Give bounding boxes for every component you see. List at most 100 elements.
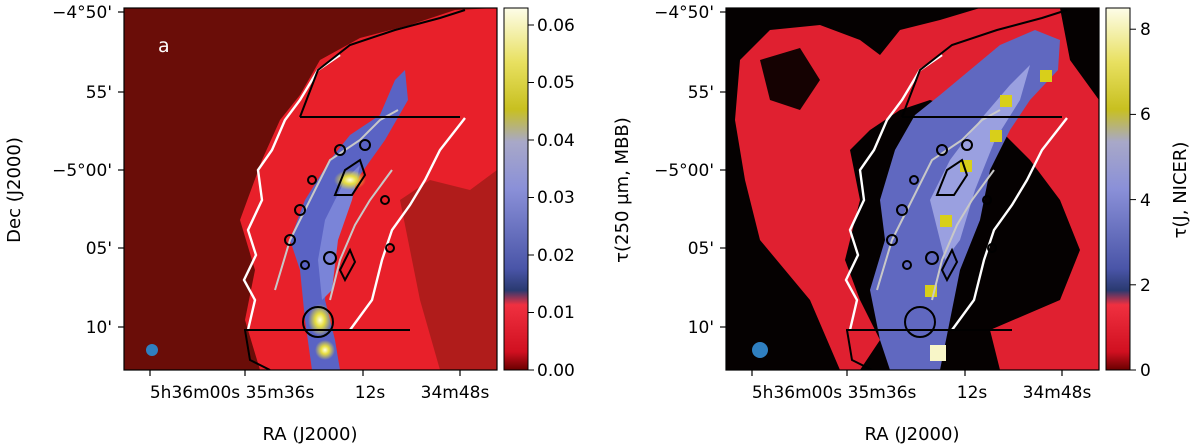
- map-a-core-circle: [294, 204, 306, 216]
- colorbar-a-tick: 0.01: [537, 303, 575, 323]
- colorbar-a-tick: 0.03: [537, 188, 575, 208]
- map-a-white-contour: [349, 117, 466, 331]
- colorbar-b-tick: 4: [1140, 191, 1151, 211]
- map-a-blue-ridge: [318, 165, 360, 300]
- map-b-bright-pixel: [1040, 70, 1052, 82]
- panel-a-label: a: [158, 35, 170, 57]
- map-a-bright-core: [315, 340, 335, 360]
- map-a-core-circle: [307, 175, 317, 185]
- map-a: [124, 8, 497, 370]
- map-a-bright-core: [308, 304, 332, 336]
- map-a-core-circle: [380, 195, 390, 205]
- x-tick-label: 35m36s: [848, 383, 917, 403]
- map-a-core-circle: [302, 306, 334, 338]
- panel-a-xlabel: RA (J2000): [263, 424, 358, 445]
- map-b-core-circle: [925, 251, 939, 265]
- panel-a-ylabel: Dec (J2000): [4, 137, 25, 243]
- colorbar-a-tick: 0.05: [537, 73, 575, 93]
- x-tick-label: 35m36s: [246, 383, 315, 403]
- colorbar-a-gradient: [503, 7, 529, 371]
- map-b-white-contour: [844, 54, 943, 331]
- map-b-black-contour: [901, 9, 1068, 118]
- axes-b-x-ticks: 5h36m00s 35m36s 12s 34m48s: [751, 370, 1092, 403]
- map-a-core-outline: [333, 158, 367, 196]
- map-b-bright-pixel: [930, 345, 946, 361]
- colorbar-b-tick: 8: [1140, 20, 1151, 40]
- map-b-core-outline: [940, 247, 959, 283]
- axes-b-frame: [725, 7, 1100, 371]
- map-b-grey-contour: [876, 109, 1001, 291]
- axes-a-x-ticks: 5h36m00s 35m36s 12s 34m48s: [149, 370, 490, 403]
- y-tick-label: 55': [688, 83, 714, 103]
- map-b-white-contour: [951, 117, 1068, 331]
- map-b-beam: [752, 342, 768, 358]
- colorbar-a-tick: 0.04: [537, 131, 575, 151]
- y-tick-label: −4°50': [654, 3, 714, 23]
- colorbar-a-tick: 0.00: [537, 361, 575, 381]
- map-b-core-circle: [886, 234, 898, 246]
- y-tick-label: −5°00': [654, 161, 714, 181]
- map-a-core-circle: [300, 260, 310, 270]
- map-b-bright-pixel: [1000, 95, 1012, 107]
- colorbar-b-tick: 2: [1140, 276, 1151, 296]
- x-tick-label: 5h36m00s: [150, 383, 240, 403]
- colorbar-a-label: τ(250 µm, MBB): [612, 117, 633, 263]
- map-b: [726, 8, 1099, 370]
- colorbar-a-tick: 0.02: [537, 246, 575, 266]
- map-b-black-contour: [846, 329, 1012, 370]
- map-a-core-circle: [334, 144, 346, 156]
- map-b-core-outline: [935, 158, 969, 196]
- y-tick-label: 05': [688, 239, 714, 259]
- colorbar-b-label: τ(J, NICER): [1170, 142, 1191, 239]
- map-a-dark-region: [400, 170, 497, 370]
- y-tick-label: 10': [86, 318, 112, 338]
- colorbar-b: 0 2 4 6 8 τ(J, NICER): [1105, 7, 1191, 381]
- panel-a: a −4°50' 55' −5°00' 05' 10' 5h36m00s 35m…: [4, 3, 633, 445]
- map-b-core-circle: [902, 260, 912, 270]
- map-a-core-circle: [385, 243, 395, 253]
- panel-b: −4°50' 55' −5°00' 05' 10' 5h36m00s 35m36…: [654, 3, 1191, 445]
- axes-a-frame: [123, 7, 498, 371]
- panel-b-xlabel: RA (J2000): [865, 424, 960, 445]
- map-a-grey-contour: [274, 109, 399, 291]
- map-b-core-circle: [909, 175, 919, 185]
- map-b-core-circle: [904, 306, 936, 338]
- map-a-black-contour: [244, 329, 410, 370]
- axes-b-y-ticks: −4°50' 55' −5°00' 05' 10': [654, 3, 726, 338]
- colorbar-a: 0.00 0.01 0.02 0.03 0.04 0.05 0.06 τ(250…: [503, 7, 633, 381]
- map-b-bright-pixel: [990, 130, 1002, 142]
- x-tick-label: 34m48s: [1023, 383, 1092, 403]
- y-tick-label: 55': [86, 83, 112, 103]
- x-tick-label: 12s: [957, 383, 988, 403]
- colorbar-b-tick: 0: [1140, 361, 1151, 381]
- map-a-white-contour: [242, 54, 341, 331]
- map-b-bright-pixel: [940, 215, 952, 227]
- map-a-blue-filament: [290, 70, 408, 370]
- axes-a-y-ticks: −4°50' 55' −5°00' 05' 10': [52, 3, 124, 338]
- map-b-core-circle: [987, 243, 997, 253]
- map-b-core-circle: [896, 204, 908, 216]
- map-b-core-circle: [982, 195, 992, 205]
- map-b-dark-hole: [760, 48, 820, 110]
- x-tick-label: 12s: [355, 383, 386, 403]
- x-tick-label: 5h36m00s: [752, 383, 842, 403]
- map-a-core-circle: [359, 139, 371, 151]
- y-tick-label: 05': [86, 239, 112, 259]
- x-tick-label: 34m48s: [421, 383, 490, 403]
- map-a-core-circle: [323, 251, 337, 265]
- map-b-core-circle: [961, 139, 973, 151]
- map-a-grey-contour: [329, 169, 393, 301]
- map-a-core-circle: [284, 234, 296, 246]
- y-tick-label: 10': [688, 318, 714, 338]
- map-b-light-blue: [930, 65, 1030, 260]
- map-a-core-outline: [338, 247, 357, 283]
- map-b-grey-contour: [931, 169, 995, 301]
- map-a-black-contour: [299, 9, 466, 118]
- map-b-core-circle: [936, 144, 948, 156]
- y-tick-label: −5°00': [52, 161, 112, 181]
- colorbar-a-tick: 0.06: [537, 16, 575, 36]
- colorbar-b-tick: 6: [1140, 105, 1151, 125]
- map-a-beam: [146, 344, 158, 356]
- y-tick-label: −4°50': [52, 3, 112, 23]
